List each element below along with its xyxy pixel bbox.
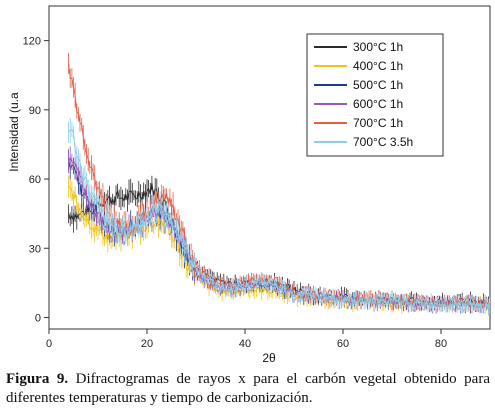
legend: 300°C 1h 400°C 1h 500°C 1h 600°C 1h 700°C 1h… (306, 33, 444, 157)
diffractogram-chart: 0 20 40 60 80 0 30 60 90 120 Intensidad (u.a 2θ 3… (7, 5, 491, 365)
series-line-5 (68, 128, 490, 311)
legend-label-0: 300°C 1h (353, 40, 403, 54)
x-tick-label: 0 (46, 338, 52, 350)
ticks-layer: 0 20 40 60 80 0 30 60 90 120 (23, 36, 447, 350)
y-axis-label: Intensidad (u.a (7, 92, 21, 172)
caption-text: Difractogramas de rayos x para el carbón… (6, 371, 490, 406)
legend-label-2: 500°C 1h (353, 78, 403, 92)
legend-box (306, 33, 444, 157)
y-tick-label: 60 (29, 174, 41, 186)
y-tick-label: 0 (35, 312, 41, 324)
legend-label-5: 700°C 3.5h (353, 135, 413, 149)
legend-label-3: 600°C 1h (353, 97, 403, 111)
caption-label: Figura 9. (6, 371, 69, 387)
x-tick-label: 80 (435, 338, 447, 350)
x-tick-label: 20 (141, 338, 153, 350)
x-tick-label: 40 (239, 338, 251, 350)
figure-caption: Figura 9. Difractogramas de rayos x para… (6, 370, 490, 408)
x-tick-label: 60 (337, 338, 349, 350)
x-axis-label: 2θ (262, 351, 276, 365)
y-tick-label: 30 (29, 243, 41, 255)
y-tick-label: 90 (29, 105, 41, 117)
legend-label-1: 400°C 1h (353, 59, 403, 73)
series-5 (68, 117, 490, 315)
series-layer (68, 53, 490, 316)
y-tick-label: 120 (23, 36, 41, 48)
plot-frame (48, 5, 491, 330)
legend-label-4: 700°C 1h (353, 116, 403, 130)
